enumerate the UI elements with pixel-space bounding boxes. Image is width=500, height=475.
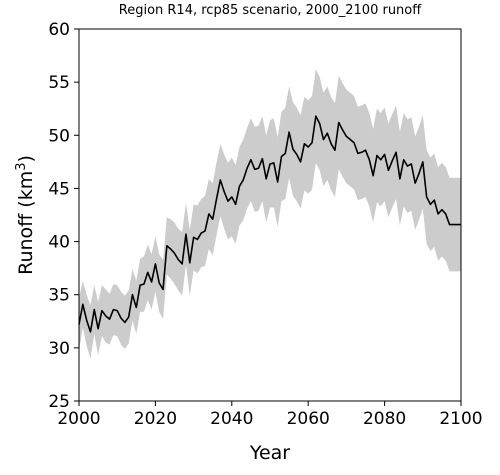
x-tick-label: 2100 bbox=[439, 409, 482, 429]
y-tick-label: 45 bbox=[48, 179, 70, 199]
uncertainty-band-layer bbox=[79, 69, 461, 358]
uncertainty-band bbox=[79, 69, 461, 358]
y-tick-label: 55 bbox=[48, 73, 70, 93]
y-tick-label: 60 bbox=[48, 20, 70, 40]
chart-title: Region R14, rcp85 scenario, 2000_2100 ru… bbox=[119, 3, 422, 18]
x-tick-label: 2000 bbox=[57, 409, 100, 429]
y-axis-label-superscript: 3 bbox=[14, 163, 29, 171]
y-tick-label: 40 bbox=[48, 233, 70, 253]
plot-frame bbox=[79, 29, 461, 401]
x-tick-label: 2060 bbox=[287, 409, 330, 429]
x-axis-label: Year bbox=[249, 442, 290, 464]
x-tick-label: 2020 bbox=[134, 409, 177, 429]
y-tick-label: 25 bbox=[48, 392, 70, 412]
y-axis-label-main: Runoff (km bbox=[15, 171, 37, 275]
y-tick-label: 30 bbox=[48, 339, 70, 359]
y-tick-label: 35 bbox=[48, 286, 70, 306]
axes-layer: 2000 2020 2040 2060 2080 2100 25 30 35 40 45 50 55 60 bbox=[48, 20, 482, 429]
y-axis-label-end: ) bbox=[15, 155, 37, 162]
x-tick-label: 2080 bbox=[363, 409, 406, 429]
y-axis-label: Runoff (km3) bbox=[14, 155, 37, 275]
x-tick-label: 2040 bbox=[210, 409, 253, 429]
y-tick-label: 50 bbox=[48, 126, 70, 146]
